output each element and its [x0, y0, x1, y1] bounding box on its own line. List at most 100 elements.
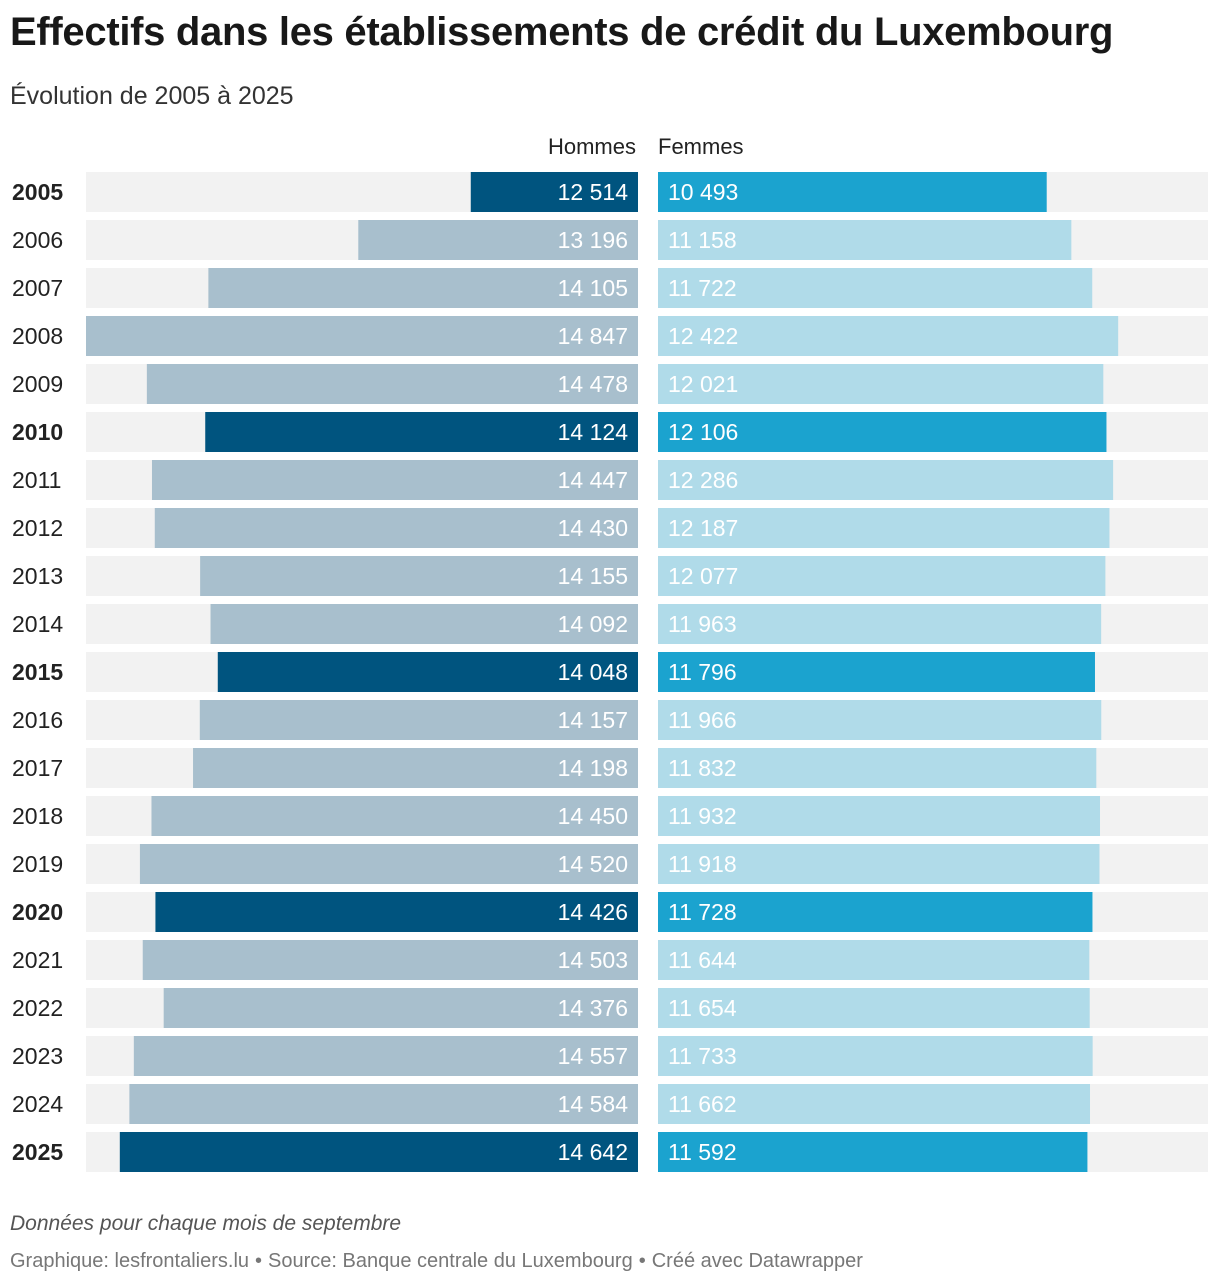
bar-hommes-2006 — [358, 220, 638, 260]
value-label-hommes: 14 642 — [558, 1139, 628, 1165]
value-label-hommes: 14 557 — [558, 1043, 628, 1069]
bar-femmes-2005 — [658, 172, 1047, 212]
bar-track-femmes — [658, 268, 1208, 308]
bar-hommes-2018 — [151, 796, 639, 836]
value-label-hommes: 13 196 — [558, 227, 628, 253]
value-label-femmes: 11 796 — [668, 659, 737, 685]
bar-femmes-2014 — [658, 604, 1102, 644]
bar-track-hommes — [86, 796, 638, 836]
bar-track-femmes — [658, 316, 1208, 356]
bar-track-hommes — [86, 652, 638, 692]
bar-track-hommes — [86, 508, 638, 548]
year-label: 2014 — [12, 611, 63, 637]
year-label: 2024 — [12, 1091, 63, 1117]
bar-track-hommes — [86, 940, 638, 980]
value-label-femmes: 11 592 — [668, 1139, 737, 1165]
bar-track-hommes — [86, 220, 638, 260]
bar-hommes-2012 — [154, 508, 638, 548]
bar-track-femmes — [658, 988, 1208, 1028]
year-label: 2018 — [12, 803, 63, 829]
value-label-hommes: 14 584 — [558, 1091, 629, 1117]
value-label-femmes: 12 422 — [668, 323, 738, 349]
bar-track-hommes — [86, 604, 638, 644]
bar-track-femmes — [658, 1132, 1208, 1172]
bar-track-hommes — [86, 412, 638, 452]
year-label: 2011 — [12, 467, 61, 493]
bar-femmes-2020 — [658, 892, 1093, 932]
footer-separator: • — [255, 1250, 263, 1272]
bar-hommes-2020 — [155, 892, 638, 932]
value-label-femmes: 11 728 — [668, 899, 737, 925]
legend-hommes: Hommes — [547, 134, 636, 159]
bar-femmes-2019 — [658, 844, 1100, 884]
bar-track-hommes — [86, 172, 638, 212]
bar-femmes-2011 — [658, 460, 1114, 500]
year-label: 2016 — [12, 707, 63, 733]
value-label-hommes: 14 376 — [558, 995, 628, 1021]
value-label-hommes: 14 124 — [558, 419, 629, 445]
value-label-femmes: 11 644 — [668, 947, 737, 973]
value-label-femmes: 11 963 — [668, 611, 737, 637]
bar-track-femmes — [658, 796, 1208, 836]
value-label-hommes: 14 157 — [558, 707, 628, 733]
value-label-hommes: 14 520 — [558, 851, 628, 877]
bar-track-hommes — [86, 1132, 638, 1172]
value-label-hommes: 14 430 — [558, 515, 628, 541]
year-label: 2022 — [12, 995, 63, 1021]
bar-track-femmes — [658, 700, 1208, 740]
bar-femmes-2023 — [658, 1036, 1093, 1076]
chart-note: Données pour chaque mois de septembre — [10, 1212, 402, 1235]
bar-track-femmes — [658, 1084, 1208, 1124]
value-label-femmes: 11 158 — [668, 227, 737, 253]
bar-femmes-2010 — [658, 412, 1107, 452]
bar-track-hommes — [86, 460, 638, 500]
chart-footer: Graphique: lesfrontaliers.lu • Source: Ban… — [10, 1250, 863, 1273]
year-label: 2023 — [12, 1043, 63, 1069]
bar-track-femmes — [658, 652, 1208, 692]
value-label-femmes: 11 662 — [668, 1091, 737, 1117]
year-label: 2013 — [12, 563, 63, 589]
bar-femmes-2017 — [658, 748, 1097, 788]
footer-graphic: Graphique: lesfrontaliers.lu — [10, 1250, 250, 1272]
bar-track-hommes — [86, 1036, 638, 1076]
year-label: 2005 — [12, 179, 63, 205]
bar-track-femmes — [658, 940, 1208, 980]
bar-hommes-2017 — [193, 748, 638, 788]
bar-femmes-2012 — [658, 508, 1110, 548]
value-label-femmes: 11 654 — [668, 995, 737, 1021]
bar-hommes-2025 — [119, 1132, 638, 1172]
bar-hommes-2008 — [86, 316, 638, 356]
bar-track-femmes — [658, 1036, 1208, 1076]
bar-femmes-2013 — [658, 556, 1106, 596]
bar-track-hommes — [86, 988, 638, 1028]
bar-track-femmes — [658, 748, 1208, 788]
value-label-hommes: 14 155 — [558, 563, 628, 589]
value-label-femmes: 11 918 — [668, 851, 737, 877]
year-label: 2012 — [12, 515, 63, 541]
bar-hommes-2005 — [470, 172, 638, 212]
bar-track-hommes — [86, 700, 638, 740]
value-label-hommes: 14 426 — [558, 899, 628, 925]
bar-track-hommes — [86, 316, 638, 356]
value-label-hommes: 14 105 — [558, 275, 628, 301]
value-label-femmes: 11 722 — [668, 275, 737, 301]
bar-hommes-2022 — [163, 988, 638, 1028]
value-label-femmes: 11 832 — [668, 755, 737, 781]
bar-femmes-2021 — [658, 940, 1090, 980]
value-label-femmes: 11 733 — [668, 1043, 737, 1069]
bar-femmes-2018 — [658, 796, 1101, 836]
value-label-femmes: 12 021 — [668, 371, 738, 397]
bar-femmes-2009 — [658, 364, 1104, 404]
year-label: 2007 — [12, 275, 63, 301]
bar-track-femmes — [658, 460, 1208, 500]
value-label-hommes: 14 048 — [558, 659, 628, 685]
value-label-femmes: 10 493 — [668, 179, 738, 205]
bar-track-hommes — [86, 1084, 638, 1124]
bar-hommes-2023 — [133, 1036, 638, 1076]
bar-track-femmes — [658, 364, 1208, 404]
year-label: 2006 — [12, 227, 63, 253]
bar-femmes-2015 — [658, 652, 1095, 692]
bar-hommes-2007 — [208, 268, 638, 308]
bar-track-hommes — [86, 844, 638, 884]
value-label-hommes: 14 447 — [558, 467, 628, 493]
